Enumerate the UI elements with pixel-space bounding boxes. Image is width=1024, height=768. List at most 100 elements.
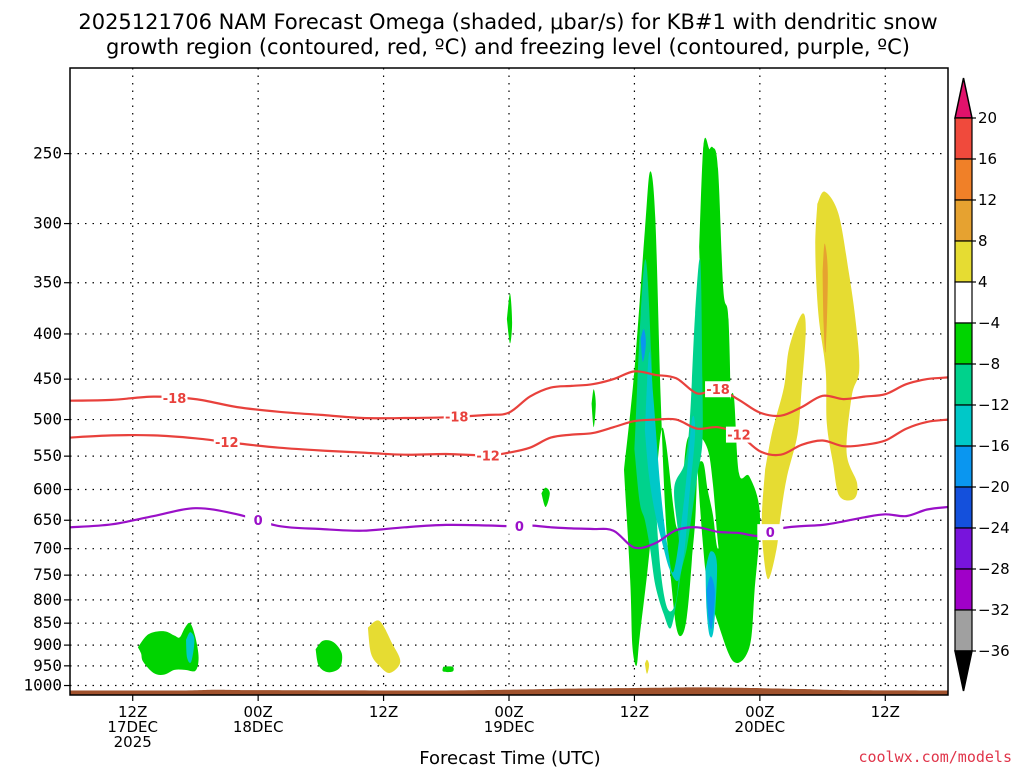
colorbar-cell-7 [954,363,973,406]
omega-region-yellow-blob-mid [367,620,401,674]
contour-label-bg-freezing-level-0 [245,512,272,529]
omega-region-green-streak-2 [591,389,596,428]
contour-lines [70,370,948,550]
y-tick-label-1000: 1000 [23,676,62,695]
contour-label-freezing-level-1: 0 [515,520,524,535]
x-tick-label-60-0: 12Z [620,703,649,721]
contour-dgz-minus12 [70,417,948,457]
colorbar-label-2: 12 [978,191,997,209]
y-tick-label-550: 550 [33,446,62,465]
colorbar: 20 16 12 8 4 −4 −8 −12 −16 −20 −24 −28 −32 −36 [954,77,1010,692]
contour-label-freezing-level-0: 0 [254,514,263,529]
colorbar-cell-4 [954,240,973,283]
colorbar-label-7: −12 [978,396,1010,414]
omega-region-green-blob-mid [315,640,343,673]
y-tick-label-850: 850 [33,613,62,632]
colorbar-cell-1 [954,117,973,160]
omega-region-yellow-tower [815,191,860,501]
colorbar-cell-9 [954,445,973,488]
colorbar-cell-6 [954,322,973,365]
x-tick-label-12-2: 2025 [114,733,152,751]
colorbar-label-12: −32 [978,601,1010,619]
y-tick-label-400: 400 [33,324,62,343]
omega-region-blue-streak [706,576,715,630]
y-tick-label-600: 600 [33,480,62,499]
contour-freezing-level [70,505,948,550]
omega-region-blue-spot [640,329,646,362]
grid-lines [70,68,948,695]
y-tick-label-650: 650 [33,510,62,529]
y-tick-label-750: 750 [33,565,62,584]
x-tick-label-24-0: 00Z [243,703,272,721]
omega-region-green-blob-left [137,622,199,675]
colorbar-cell-5 [954,281,973,324]
colorbar-label-9: −20 [978,478,1010,496]
contour-label-bg-dgz-minus12-0 [213,434,240,451]
chart-title-line-2: growth region (contoured, red, ºC) and f… [106,35,910,59]
contour-label-bg-freezing-level-1 [506,517,533,534]
credit-text: coolwx.com/models [858,748,1012,766]
colorbar-cell-3 [954,199,973,242]
y-tick-label-450: 450 [33,369,62,388]
colorbar-label-1: 16 [978,150,997,168]
colorbar-label-5: −4 [978,314,1000,332]
y-tick-label-350: 350 [33,273,62,292]
omega-region-yellow-column [761,313,806,580]
x-tick-label-72-1: 20DEC [735,718,786,736]
omega-region-cyan-core [644,351,696,582]
terrain-layer [70,687,948,695]
omega-region-green-upper-streak [699,137,713,330]
y-tick-label-300: 300 [33,214,62,233]
y-tick-label-950: 950 [33,656,62,675]
x-tick-label-72-0: 00Z [745,703,774,721]
x-tick-label-24-1: 18DEC [233,718,284,736]
colorbar-label-3: 8 [978,232,988,250]
omega-region-yellow-dot [644,659,650,674]
omega-region-green-dot-1 [442,666,454,673]
omega-region-green-dot-2 [541,487,550,507]
colorbar-label-11: −28 [978,560,1010,578]
omega-shaded-regions [137,137,860,675]
contour-label-dgz-minus12-0: -12 [215,436,239,451]
x-tick-label-48-1: 19DEC [484,718,535,736]
colorbar-label-8: −16 [978,437,1010,455]
contour-label-bg-dgz-minus18-1 [443,408,470,425]
omega-region-green-streak-19dec [506,293,513,344]
colorbar-label-13: −36 [978,642,1010,660]
x-tick-label-12-1: 17DEC [107,718,158,736]
contour-label-dgz-minus12-2: -12 [727,429,751,444]
contour-label-dgz-minus12-1: -12 [476,449,500,464]
y-tick-label-250: 250 [33,144,62,163]
y-tick-label-900: 900 [33,635,62,654]
contour-label-bg-dgz-minus12-1 [475,447,502,464]
omega-region-orange-streak [822,243,828,353]
contour-label-bg-dgz-minus18-2 [705,381,732,398]
colorbar-cell-8 [954,404,973,447]
y-tick-label-800: 800 [33,590,62,609]
contour-label-bg-freezing-level-2 [757,524,784,541]
contour-label-freezing-level-2: 0 [766,526,775,541]
contour-label-dgz-minus18-2: -18 [706,383,730,398]
colorbar-label-4: 4 [978,273,988,291]
x-axis-title: Forecast Time (UTC) [419,748,600,768]
colorbar-cell-13 [954,609,973,652]
y-tick-label-500: 500 [33,410,62,429]
colorbar-cell-2 [954,158,973,201]
colorbar-top-arrow [954,77,973,119]
colorbar-label-0: 20 [978,109,997,127]
colorbar-label-10: −24 [978,519,1010,537]
contour-labels: -18 -18 -18 -12 -12 -12 0 0 0 [161,381,784,541]
contour-label-bg-dgz-minus12-2 [725,426,752,443]
surface-terrain [70,687,948,695]
colorbar-cell-11 [954,527,973,570]
x-tick-label-84-0: 12Z [871,703,900,721]
colorbar-cell-12 [954,568,973,611]
contour-label-bg-dgz-minus18-0 [161,389,188,406]
colorbar-label-6: −8 [978,355,1000,373]
chart-title-line-1: 2025121706 NAM Forecast Omega (shaded, μ… [78,10,937,34]
contour-label-dgz-minus18-0: -18 [163,392,187,407]
y-axis-ticks: 250 300 350 400 450 500 550 600 650 700 750 800 850 9… [23,144,70,695]
contour-dgz-minus18 [70,370,948,420]
